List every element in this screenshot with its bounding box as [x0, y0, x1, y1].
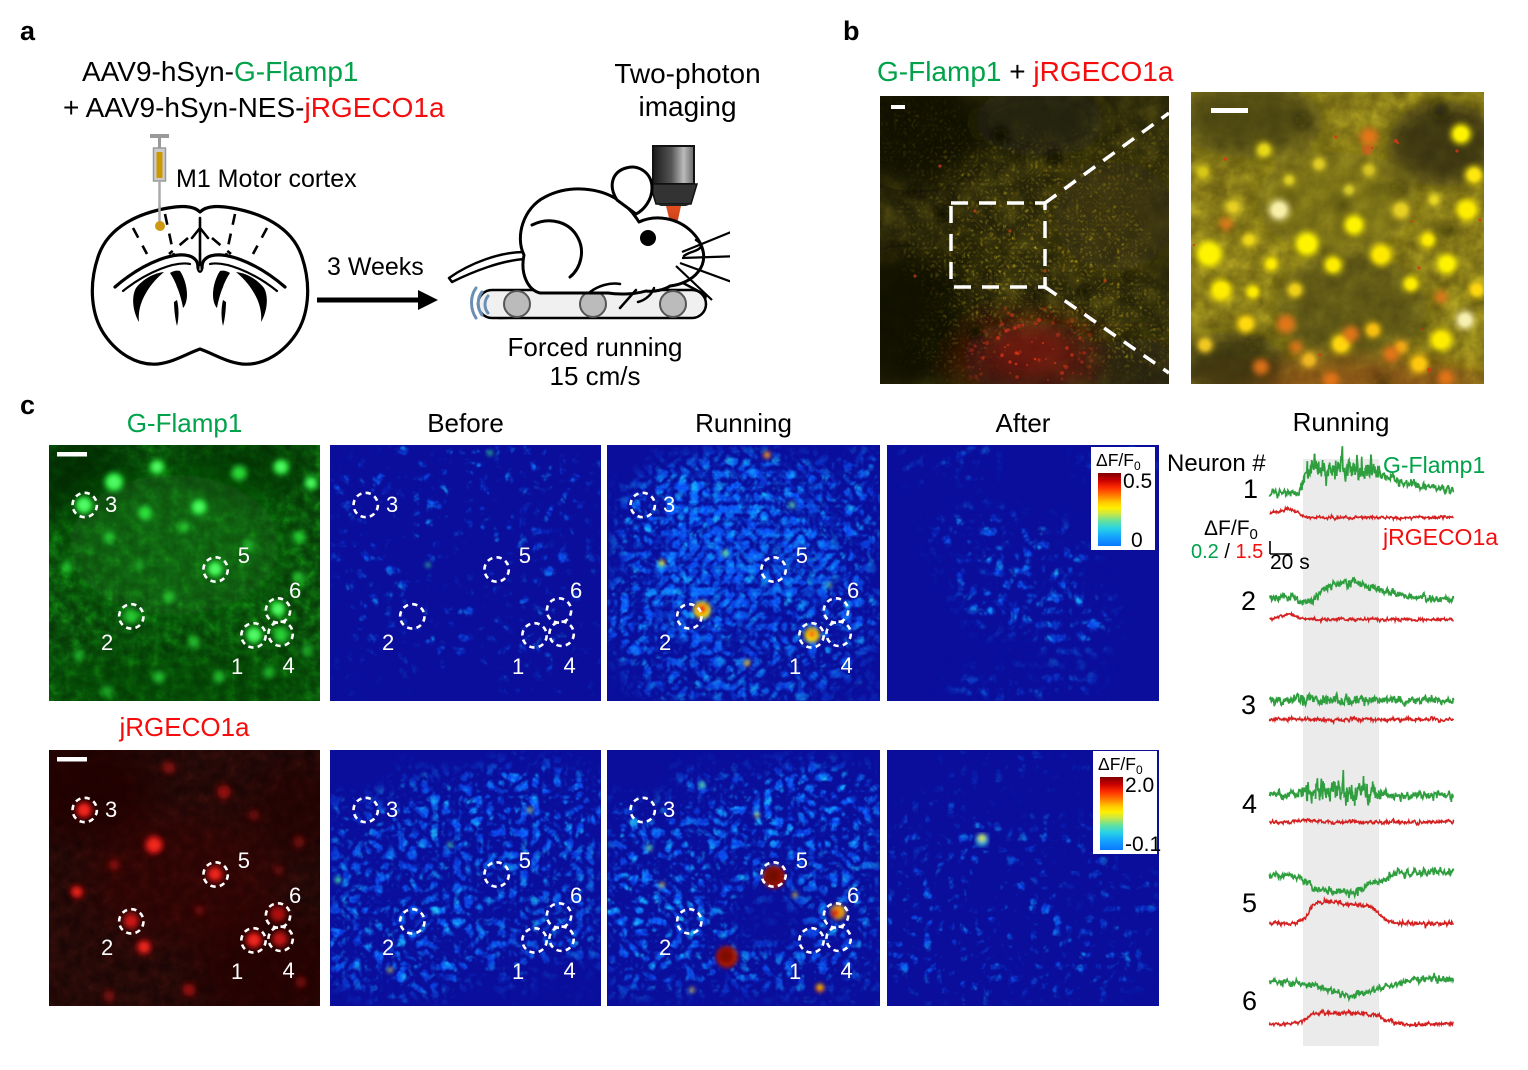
svg-text:2: 2 [659, 630, 671, 655]
svg-text:4: 4 [283, 653, 295, 678]
svg-text:6: 6 [570, 883, 582, 908]
svg-text:4: 4 [841, 653, 853, 678]
svg-text:1: 1 [231, 654, 243, 679]
svg-text:5: 5 [519, 848, 531, 873]
svg-text:4: 4 [841, 958, 853, 983]
svg-text:3: 3 [386, 797, 398, 822]
svg-text:1: 1 [789, 654, 801, 679]
svg-text:2: 2 [659, 935, 671, 960]
svg-text:2: 2 [101, 935, 113, 960]
svg-text:5: 5 [796, 848, 808, 873]
svg-text:6: 6 [570, 578, 582, 603]
svg-text:6: 6 [289, 578, 301, 603]
svg-text:3: 3 [663, 797, 675, 822]
svg-text:3: 3 [386, 492, 398, 517]
svg-text:4: 4 [564, 958, 576, 983]
svg-text:1: 1 [512, 654, 524, 679]
svg-text:6: 6 [289, 883, 301, 908]
svg-text:5: 5 [238, 848, 250, 873]
svg-text:1: 1 [231, 959, 243, 984]
svg-text:5: 5 [238, 543, 250, 568]
svg-text:6: 6 [847, 883, 859, 908]
svg-text:1: 1 [512, 959, 524, 984]
svg-text:3: 3 [105, 797, 117, 822]
svg-text:2: 2 [101, 630, 113, 655]
svg-text:3: 3 [663, 492, 675, 517]
svg-text:2: 2 [382, 935, 394, 960]
svg-text:4: 4 [283, 958, 295, 983]
svg-text:3: 3 [105, 492, 117, 517]
svg-text:6: 6 [847, 578, 859, 603]
svg-text:5: 5 [519, 543, 531, 568]
svg-text:4: 4 [564, 653, 576, 678]
svg-text:1: 1 [789, 959, 801, 984]
svg-text:5: 5 [796, 543, 808, 568]
svg-text:2: 2 [382, 630, 394, 655]
